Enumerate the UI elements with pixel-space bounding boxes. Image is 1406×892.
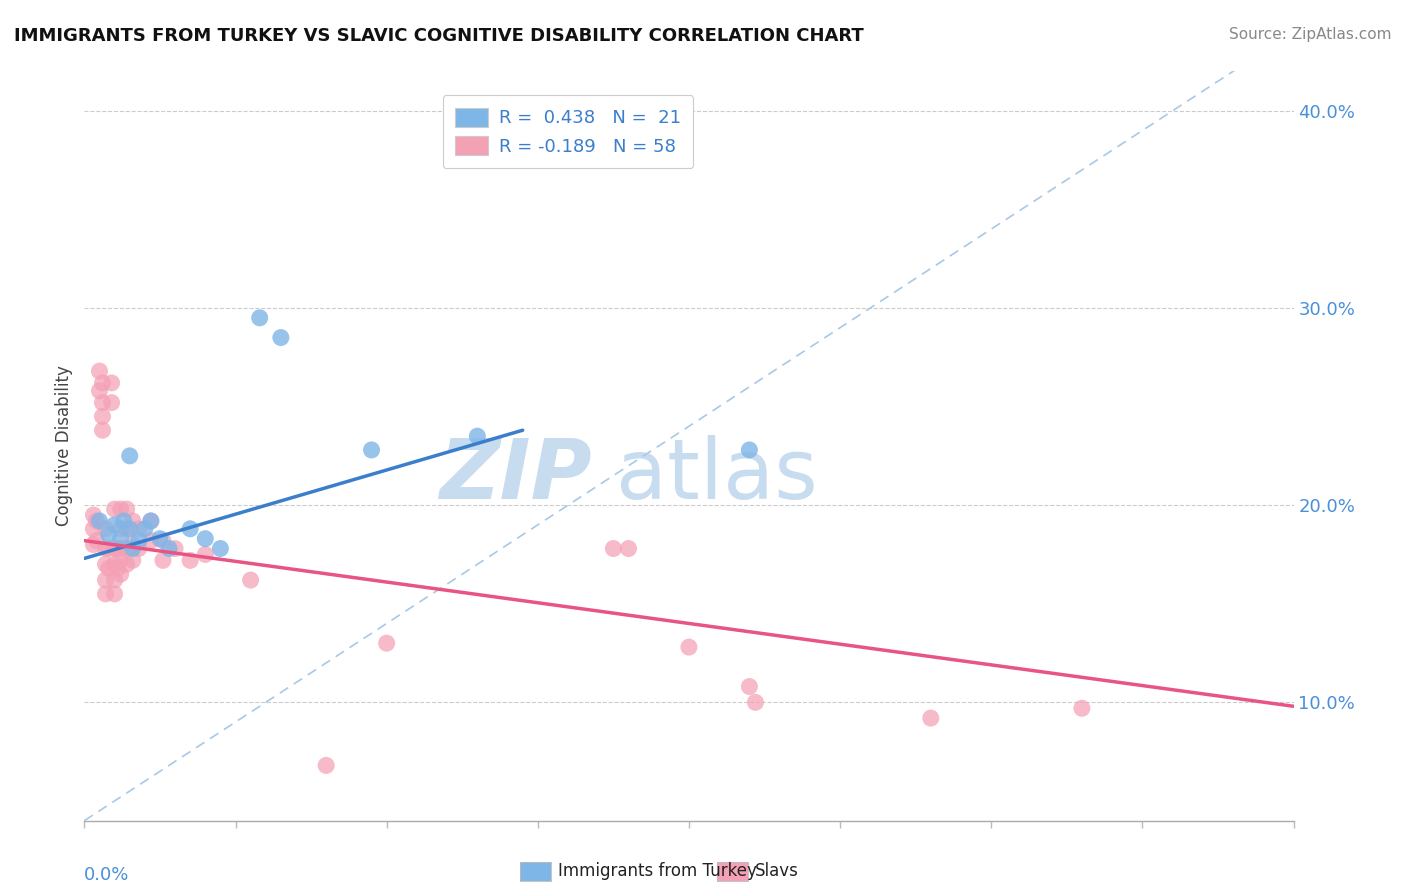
Y-axis label: Cognitive Disability: Cognitive Disability [55,366,73,526]
Point [89,384,111,398]
Point [104,587,127,601]
Point [375,636,398,650]
Point [157,541,180,556]
Point [194,532,217,546]
Point [86,514,108,528]
Point [104,502,127,516]
Point [115,558,138,572]
Text: Slavs: Slavs [755,863,799,880]
Point [115,541,138,556]
Point [82,508,104,522]
Point [152,533,174,548]
Point [97,541,120,556]
Point [110,502,132,516]
Point [249,310,271,325]
Point [115,522,138,536]
Point [100,376,122,390]
Point [94,587,117,601]
Point [91,409,114,424]
Text: atlas: atlas [616,435,818,516]
Point [678,640,700,654]
Point [97,561,120,575]
Point [94,541,117,556]
Point [139,514,162,528]
Text: Source: ZipAtlas.com: Source: ZipAtlas.com [1229,27,1392,42]
Point [152,553,174,567]
Point [121,514,143,528]
Point [738,442,761,457]
Point [94,558,117,572]
Point [89,514,111,528]
Point [104,558,127,572]
Point [128,541,150,556]
Point [617,541,640,556]
Point [134,522,156,536]
Point [118,449,141,463]
Point [110,532,132,546]
Point [165,541,187,556]
Point [89,364,111,378]
Point [209,541,232,556]
Text: 0.0%: 0.0% [84,865,129,884]
Point [94,522,117,536]
Point [104,541,127,556]
Point [194,548,217,562]
Point [104,573,127,587]
Point [270,330,292,344]
Point [128,522,150,536]
Point [110,567,132,582]
Point [139,533,162,548]
Point [744,695,766,709]
Point [91,376,114,390]
Point [112,514,135,528]
Point [121,541,143,556]
Point [920,711,942,725]
Point [179,522,201,536]
Text: IMMIGRANTS FROM TURKEY VS SLAVIC COGNITIVE DISABILITY CORRELATION CHART: IMMIGRANTS FROM TURKEY VS SLAVIC COGNITI… [14,27,863,45]
Point [110,553,132,567]
Point [139,514,162,528]
Point [239,573,262,587]
Point [467,429,489,443]
Point [104,517,127,532]
Point [121,538,143,552]
Text: Immigrants from Turkey: Immigrants from Turkey [558,863,756,880]
Legend: R =  0.438   N =  21, R = -0.189   N = 58: R = 0.438 N = 21, R = -0.189 N = 58 [443,95,693,169]
Point [121,553,143,567]
Point [315,758,337,772]
Point [602,541,624,556]
Point [91,423,114,437]
Point [86,533,108,548]
Text: ZIP: ZIP [440,435,592,516]
Point [100,395,122,409]
Point [128,533,150,548]
Point [110,541,132,556]
Point [91,395,114,409]
Point [360,442,382,457]
Point [94,573,117,587]
Point [82,538,104,552]
Point [118,522,141,536]
Point [97,527,120,541]
Point [82,522,104,536]
Point [107,561,129,575]
Point [179,553,201,567]
Point [107,541,129,556]
Point [738,680,761,694]
Point [110,522,132,536]
Point [1071,701,1094,715]
Point [115,502,138,516]
Point [149,532,172,546]
